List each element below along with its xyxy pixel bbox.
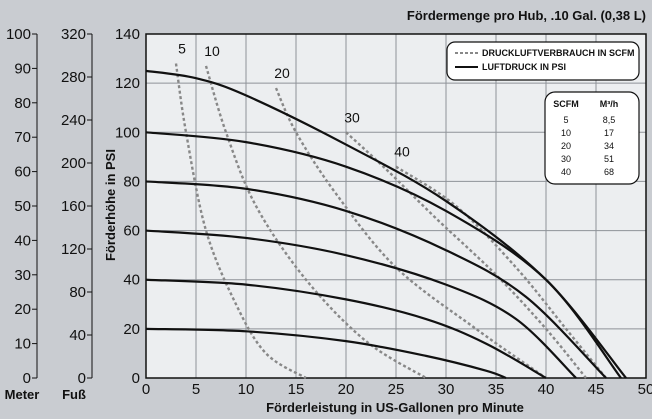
plot-area: 0 5 10 15 20 25 30 35 40 45 5002040608010012014001… xyxy=(5,26,652,402)
conversion-table-cell: 10 xyxy=(561,128,571,138)
secondary-axis-tick-label: 280 xyxy=(61,69,86,86)
conversion-table-cell: 40 xyxy=(561,167,571,177)
secondary-axis-tick-label: 160 xyxy=(61,198,86,215)
secondary-axis-tick-label: 120 xyxy=(61,241,86,258)
secondary-axis-title: Fuß xyxy=(62,387,86,402)
secondary-axis-title: Meter xyxy=(5,387,40,402)
secondary-axis-tick-label: 80 xyxy=(14,95,31,112)
secondary-axis-tick-label: 70 xyxy=(14,129,31,146)
scfm-curve-label: 5 xyxy=(178,40,186,56)
secondary-axis-tick-label: 80 xyxy=(69,284,86,301)
x-axis-label: Förderleistung in US-Gallonen pro Minute xyxy=(266,400,524,415)
secondary-axis-tick-label: 100 xyxy=(6,26,31,43)
conversion-table-cell: 51 xyxy=(604,154,614,164)
chart-title: Fördermenge pro Hub, .10 Gal. (0,38 L) xyxy=(407,8,646,23)
conversion-table-cell: 30 xyxy=(561,154,571,164)
x-tick-label: 15 xyxy=(288,381,305,398)
pressure-curve-60 xyxy=(145,229,577,379)
y-tick-label: 0 xyxy=(132,370,140,387)
pressure-curve-80 xyxy=(145,180,607,379)
secondary-axis-tick-label: 0 xyxy=(23,370,31,387)
conversion-table-box xyxy=(544,91,640,185)
x-tick-label: 25 xyxy=(388,381,405,398)
legend: DRUCKLUFTVERBRAUCH IN SCFM LUFTDRUCK IN P… xyxy=(446,41,640,81)
secondary-axis-tick-label: 240 xyxy=(61,112,86,129)
x-tick-label: 0 xyxy=(142,381,150,398)
x-tick-label: 5 xyxy=(192,381,200,398)
pressure-curve-20 xyxy=(145,327,507,380)
conversion-table-cell: 5 xyxy=(563,115,568,125)
secondary-axis-tick-label: 0 xyxy=(78,370,86,387)
x-tick-label: 20 xyxy=(338,381,355,398)
secondary-axis-tick-label: 60 xyxy=(14,164,31,181)
secondary-axis-tick-label: 40 xyxy=(14,232,31,249)
legend-box xyxy=(446,41,640,81)
pressure-curve-40 xyxy=(145,278,547,379)
legend-entry: LUFTDRUCK IN PSI xyxy=(482,62,566,72)
conversion-table-cell: 17 xyxy=(604,128,614,138)
y-tick-label: 40 xyxy=(123,272,140,289)
y-tick-label: 100 xyxy=(115,124,140,141)
conversion-table-header: M³/h xyxy=(600,99,619,109)
pressure-curve-125 xyxy=(145,69,627,379)
conversion-table: SCFM M³/h 5 8,5 10 17 20 34 30 51 40 68 xyxy=(544,91,640,185)
y-tick-label: 20 xyxy=(123,321,140,338)
scfm-curve-label: 20 xyxy=(274,65,290,81)
x-tick-label: 45 xyxy=(588,381,605,398)
secondary-axis-tick-label: 90 xyxy=(14,60,31,77)
scfm-curve-label: 30 xyxy=(344,109,360,125)
secondary-axis-tick-label: 10 xyxy=(14,336,31,353)
x-tick-label: 35 xyxy=(488,381,505,398)
secondary-axis-tick-label: 20 xyxy=(14,301,31,318)
scfm-curve-20 xyxy=(274,87,547,379)
conversion-table-cell: 20 xyxy=(561,141,571,151)
scfm-curve-30 xyxy=(345,131,587,379)
conversion-table-cell: 8,5 xyxy=(603,115,616,125)
scfm-curve-5 xyxy=(174,63,307,380)
secondary-axis-tick-label: 30 xyxy=(14,267,31,284)
conversion-table-header: SCFM xyxy=(553,99,579,109)
secondary-axis-tick-label: 50 xyxy=(14,198,31,215)
y-tick-label: 140 xyxy=(115,26,140,43)
secondary-axis-tick-label: 200 xyxy=(61,155,86,172)
x-tick-label: 30 xyxy=(438,381,455,398)
x-tick-label: 40 xyxy=(538,381,555,398)
conversion-table-cell: 34 xyxy=(604,141,614,151)
x-tick-label: 10 xyxy=(238,381,255,398)
y-tick-label: 80 xyxy=(123,173,140,190)
conversion-table-cell: 68 xyxy=(604,167,614,177)
x-tick-label: 50 xyxy=(638,381,652,398)
scfm-curve-label: 10 xyxy=(204,43,220,59)
legend-entry: DRUCKLUFTVERBRAUCH IN SCFM xyxy=(482,48,635,58)
secondary-axis-tick-label: 320 xyxy=(61,26,86,43)
scfm-curve-label: 40 xyxy=(394,144,410,160)
plot-frame xyxy=(145,33,647,379)
y-tick-label: 120 xyxy=(115,75,140,92)
y-axis-label: Förderhöhe in PSI xyxy=(103,149,118,261)
y-tick-label: 60 xyxy=(123,223,140,240)
secondary-axis-tick-label: 40 xyxy=(69,327,86,344)
